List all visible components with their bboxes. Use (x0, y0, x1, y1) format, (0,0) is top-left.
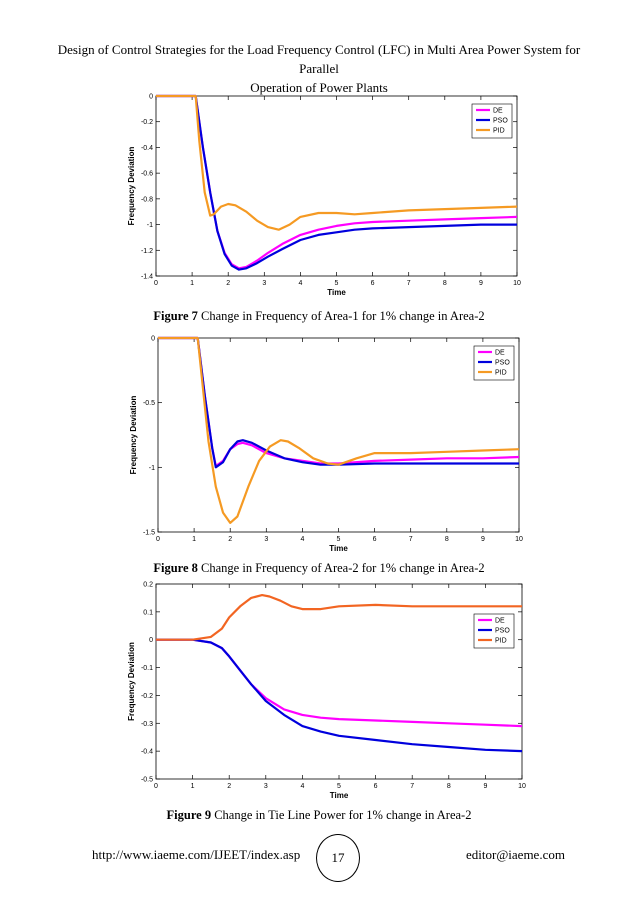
x-tick-label: 1 (190, 280, 194, 287)
x-tick-label: 2 (227, 783, 231, 790)
x-tick-label: 4 (300, 536, 304, 543)
x-tick-label: 3 (262, 280, 266, 287)
legend-label-de: DE (495, 350, 505, 357)
page-number-text: 17 (331, 850, 345, 865)
y-tick-label: -0.5 (141, 777, 153, 784)
x-axis-label: Time (329, 544, 348, 553)
y-tick-label: -0.3 (141, 721, 153, 728)
figure-8-text: Change in Frequency of Area-2 for 1% cha… (197, 561, 485, 575)
x-axis-label: Time (330, 791, 349, 800)
x-tick-label: 0 (154, 280, 158, 287)
x-tick-label: 6 (374, 783, 378, 790)
footer-email[interactable]: editor@iaeme.com (466, 847, 565, 862)
y-tick-label: -1 (147, 222, 153, 229)
y-tick-label: 0 (149, 94, 153, 101)
figure-9-label: Figure 9 (166, 808, 212, 822)
footer-url[interactable]: http://www.iaeme.com/IJEET/index.asp (92, 847, 301, 862)
y-axis-label: Frequency Deviation (127, 642, 136, 721)
y-tick-label: -1.5 (143, 530, 155, 537)
x-tick-label: 3 (264, 536, 268, 543)
legend-label-pso: PSO (493, 118, 508, 125)
x-tick-label: 5 (335, 280, 339, 287)
series-line-pso (156, 638, 523, 753)
x-tick-label: 8 (443, 280, 447, 287)
y-tick-label: 0.2 (143, 582, 153, 589)
series-line-pid (158, 336, 520, 524)
x-tick-label: 6 (371, 280, 375, 287)
y-tick-label: -1.4 (141, 274, 153, 281)
x-tick-label: 0 (156, 536, 160, 543)
y-tick-label: -1 (149, 465, 155, 472)
figure-7-chart: 0 1 2 3 4 5 6 7 8 9 10 0 -0.2 -0.4 -0.6 -0.8 -1 -1.2 -1.4 T… (127, 94, 521, 298)
x-tick-label: 2 (228, 536, 232, 543)
plot-area (155, 583, 523, 780)
x-tick-label: 8 (445, 536, 449, 543)
x-axis-label: Time (327, 288, 346, 297)
x-tick-label: 10 (513, 280, 521, 287)
series-line-pso (158, 336, 519, 469)
legend-label-pid: PID (495, 638, 507, 645)
y-tick-label: -0.2 (141, 119, 153, 126)
legend-label-de: DE (493, 108, 503, 115)
header-line-2: Operation of Power Plants (250, 80, 388, 95)
y-axis-label: Frequency Deviation (129, 396, 138, 475)
x-tick-label: 0 (154, 783, 158, 790)
figure-7-label: Figure 7 (153, 309, 198, 323)
series-line-pid (156, 594, 522, 641)
series-line-pid (156, 94, 518, 231)
header-line-1: Design of Control Strategies for the Loa… (57, 42, 581, 76)
x-tick-label: 7 (410, 783, 414, 790)
y-tick-label: -0.2 (141, 693, 153, 700)
figure-9-text: Change in Tie Line Power for 1% change i… (211, 808, 472, 822)
x-tick-label: 4 (298, 280, 302, 287)
legend-label-pid: PID (493, 128, 505, 135)
plot-area (155, 95, 518, 277)
y-tick-label: -0.5 (143, 400, 155, 407)
figure-8-chart: 0 1 2 3 4 5 6 7 8 9 10 0 -0.5 -1 -1.5 Time Frequency Dev… (129, 336, 523, 554)
running-header: Design of Control Strategies for the Loa… (40, 40, 598, 97)
y-tick-label: -0.1 (141, 665, 153, 672)
x-tick-label: 5 (337, 536, 341, 543)
x-tick-label: 9 (481, 536, 485, 543)
x-tick-label: 9 (479, 280, 483, 287)
page-number: 17 (316, 834, 360, 882)
x-tick-label: 7 (407, 280, 411, 287)
figure-7-caption: Figure 7 Change in Frequency of Area-1 f… (0, 309, 638, 324)
x-tick-label: 10 (515, 536, 523, 543)
x-tick-label: 10 (518, 783, 526, 790)
y-tick-label: 0 (151, 336, 155, 343)
legend-label-pid: PID (495, 370, 507, 377)
legend-label-de: DE (495, 618, 505, 625)
x-tick-label: 3 (264, 783, 268, 790)
y-tick-label: 0.1 (143, 609, 153, 616)
y-tick-label: -0.6 (141, 171, 153, 178)
x-tick-label: 1 (192, 536, 196, 543)
x-tick-label: 8 (447, 783, 451, 790)
figure-8-caption: Figure 8 Change in Frequency of Area-2 f… (0, 561, 638, 576)
legend-label-pso: PSO (495, 628, 510, 635)
x-tick-label: 2 (226, 280, 230, 287)
y-tick-label: -0.4 (141, 749, 153, 756)
x-tick-label: 5 (337, 783, 341, 790)
y-tick-label: -1.2 (141, 248, 153, 255)
figure-9-caption: Figure 9 Change in Tie Line Power for 1%… (0, 808, 638, 823)
series-line-pso (156, 94, 517, 271)
figure-9-chart: 0 1 2 3 4 5 6 7 8 9 10 0.2 0.1 0 -0.1 -0.2 -0.3 -0.4 -0.5 T… (127, 582, 526, 801)
plot-area (157, 337, 520, 533)
x-tick-label: 4 (300, 783, 304, 790)
legend-label-pso: PSO (495, 360, 510, 367)
x-tick-label: 7 (409, 536, 413, 543)
x-tick-label: 9 (483, 783, 487, 790)
y-tick-label: -0.8 (141, 196, 153, 203)
y-axis-label: Frequency Deviation (127, 147, 136, 226)
figure-7-text: Change in Frequency of Area-1 for 1% cha… (197, 309, 485, 323)
y-tick-label: 0 (149, 637, 153, 644)
figure-8-label: Figure 8 (153, 561, 198, 575)
x-tick-label: 6 (373, 536, 377, 543)
y-tick-label: -0.4 (141, 145, 153, 152)
x-tick-label: 1 (191, 783, 195, 790)
